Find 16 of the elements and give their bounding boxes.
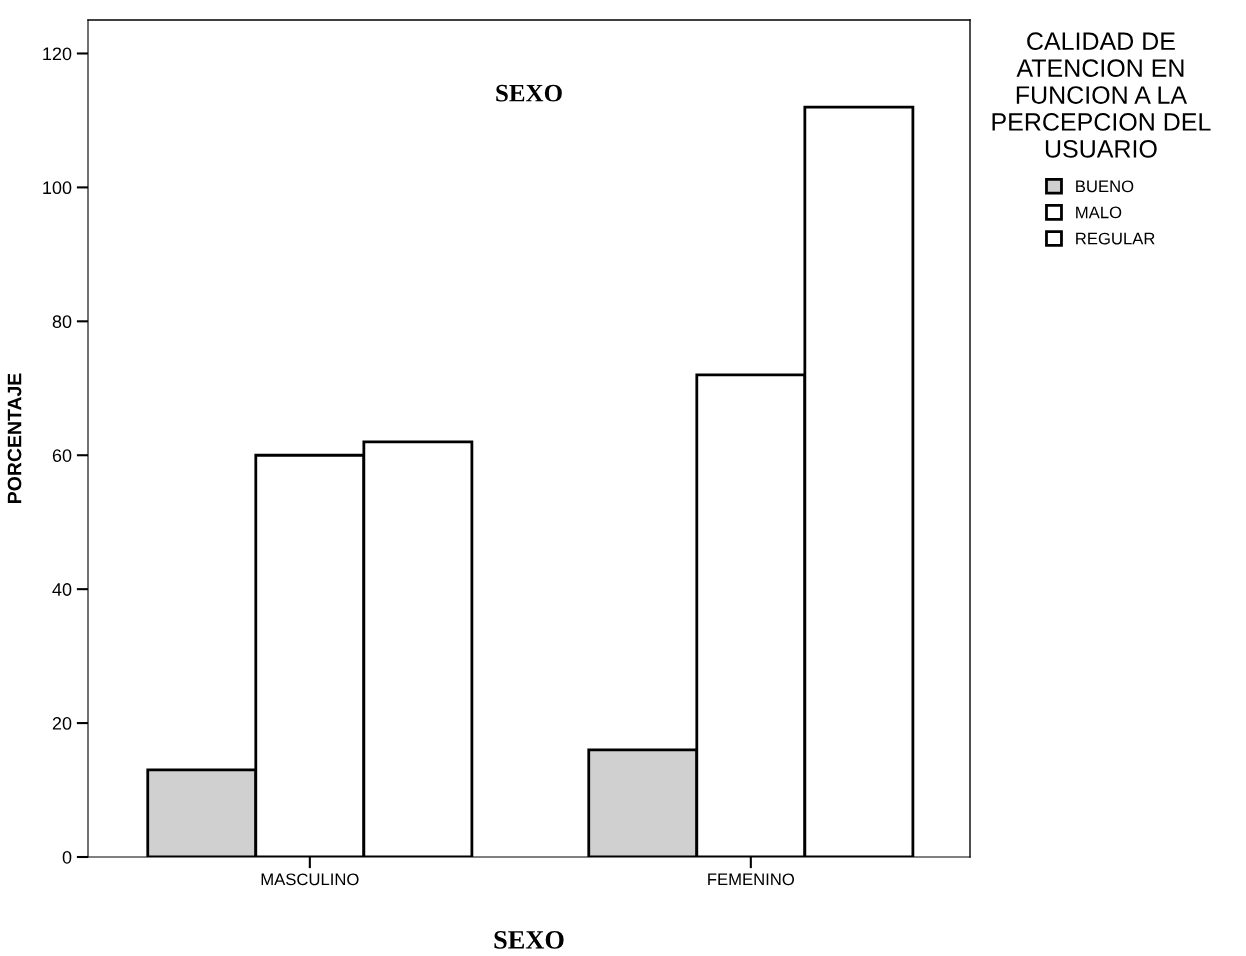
x-axis-title: SEXO [494,931,564,949]
x-tick-label: FEMENINO [708,873,795,886]
legend-label: MALO [1076,206,1122,219]
y-tick-label: 0 [62,850,72,864]
y-axis-title: PORCENTAJE [7,373,22,503]
y-tick-label: 60 [52,449,72,462]
x-tick-label: MASCULINO [261,873,359,886]
legend-title: CALIDAD DE ATENCION EN FUNCION A LA PERCEPCION DEL USUARIO [992,32,1211,158]
y-tick-label: 100 [43,181,72,195]
y-tick-label: 120 [43,47,72,61]
legend-label: BUENO [1076,180,1134,193]
y-tick-label: 80 [52,315,72,329]
y-tick-label: 20 [52,717,72,730]
y-tick-label: 40 [52,583,72,596]
text: SEXO [496,84,562,102]
legend-label: REGULAR [1076,232,1155,245]
